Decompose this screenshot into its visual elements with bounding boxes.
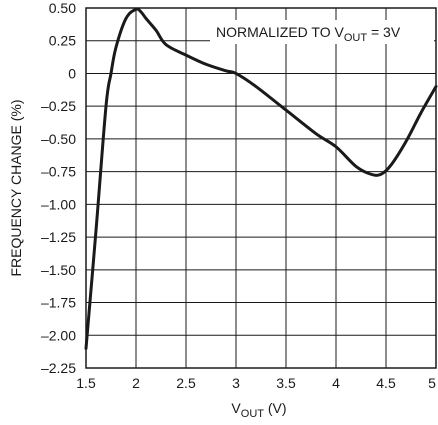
x-axis-title-suffix: (V) — [264, 400, 287, 416]
y-tick-label: –2.00 — [41, 327, 76, 343]
y-tick-label: –2.25 — [41, 360, 76, 376]
y-tick-label: –1.25 — [41, 229, 76, 245]
x-tick-label: 2 — [132, 375, 140, 391]
gridlines — [85, 7, 437, 369]
annotation-box — [210, 20, 434, 44]
x-tick-label: 3.5 — [276, 375, 296, 391]
y-tick-label: –0.75 — [41, 164, 76, 180]
y-tick-label: –1.00 — [41, 196, 76, 212]
normalization-annotation: NORMALIZED TO VOUT = 3V — [216, 24, 401, 44]
annotation-main: NORMALIZED TO V — [216, 24, 345, 40]
x-tick-label: 4 — [332, 375, 340, 391]
x-tick-labels: 1.5 2 2.5 3 3.5 4 4.5 5 — [76, 375, 436, 391]
x-tick-label: 3 — [232, 375, 240, 391]
annotation-subscript: OUT — [344, 32, 368, 44]
y-tick-label: 0 — [68, 65, 76, 81]
x-axis-title: VOUT (V) — [231, 400, 286, 420]
x-axis-title-main: V — [231, 400, 241, 416]
y-tick-label: –1.50 — [41, 262, 76, 278]
y-tick-label: –0.25 — [41, 98, 76, 114]
y-tick-label: 0.25 — [49, 33, 76, 49]
y-tick-label: –0.50 — [41, 131, 76, 147]
series-layer — [84, 7, 438, 350]
x-tick-label: 2.5 — [176, 375, 196, 391]
y-tick-label: 0.50 — [49, 0, 76, 16]
annotation-suffix: = 3V — [367, 24, 401, 40]
x-axis-title-subscript: OUT — [241, 408, 265, 420]
frequency-change-line — [84, 7, 438, 350]
y-tick-label: –1.75 — [41, 295, 76, 311]
x-tick-label: 1.5 — [76, 375, 96, 391]
plot-frame — [85, 7, 437, 369]
y-tick-labels: 0.50 0.25 0 –0.25 –0.50 –0.75 –1.00 –1.25 –1.50 –… — [41, 0, 76, 376]
x-tick-label: 5 — [428, 375, 436, 391]
y-axis-title: FREQUENCY CHANGE (%) — [8, 99, 24, 276]
x-tick-label: 4.5 — [376, 375, 396, 391]
